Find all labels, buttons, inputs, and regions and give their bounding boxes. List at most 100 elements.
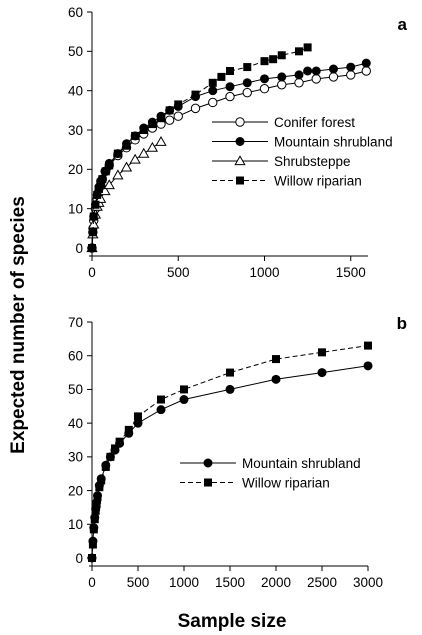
data-point bbox=[146, 141, 159, 152]
data-point bbox=[363, 361, 373, 371]
legend-marker bbox=[235, 137, 245, 146]
y-tick-label: 60 bbox=[68, 5, 83, 20]
data-point bbox=[148, 120, 157, 129]
data-point bbox=[115, 437, 124, 446]
panel-a: 0 10 20 30 40 50 60 0 500 1000 1500 a Conifer forest… bbox=[68, 5, 408, 280]
data-point bbox=[277, 72, 287, 82]
data-point bbox=[88, 540, 97, 549]
data-point bbox=[120, 161, 133, 172]
legend-marker bbox=[236, 176, 244, 185]
data-point bbox=[225, 384, 235, 394]
series-line bbox=[91, 345, 369, 559]
legend-label: Mountain shrubland bbox=[242, 456, 361, 471]
data-point bbox=[131, 131, 140, 140]
data-point bbox=[95, 483, 104, 492]
data-point bbox=[93, 190, 102, 199]
y-tick-label: 50 bbox=[68, 44, 83, 59]
y-tick-label: 40 bbox=[68, 416, 83, 431]
legend-label: Willow riparian bbox=[274, 174, 362, 189]
data-point bbox=[174, 100, 183, 109]
data-point bbox=[259, 84, 270, 94]
data-point bbox=[113, 149, 122, 158]
data-point bbox=[361, 58, 371, 68]
data-point bbox=[225, 82, 235, 92]
data-point bbox=[90, 515, 99, 524]
data-point bbox=[208, 78, 217, 87]
data-point bbox=[277, 51, 286, 60]
data-point bbox=[112, 169, 124, 180]
data-point bbox=[91, 506, 100, 515]
y-tick-label: 10 bbox=[68, 201, 83, 216]
legend-marker bbox=[235, 117, 245, 127]
data-point bbox=[311, 74, 321, 84]
x-tick-label: 1500 bbox=[215, 575, 245, 590]
data-point bbox=[98, 175, 107, 184]
data-point bbox=[295, 47, 303, 56]
data-point bbox=[138, 147, 150, 158]
data-point bbox=[311, 66, 321, 76]
data-point bbox=[260, 57, 269, 66]
x-tick-label: 0 bbox=[88, 265, 96, 280]
data-point bbox=[89, 212, 98, 221]
data-point bbox=[101, 462, 110, 471]
data-point bbox=[93, 493, 102, 502]
legend-marker bbox=[234, 155, 246, 166]
data-point bbox=[88, 244, 96, 252]
x-tick-label: 1000 bbox=[249, 265, 279, 280]
legend-marker bbox=[204, 478, 212, 487]
data-point bbox=[294, 78, 304, 88]
data-point bbox=[260, 74, 269, 84]
data-point bbox=[105, 161, 114, 170]
y-tick-label: 50 bbox=[68, 382, 83, 397]
x-tick-label: 1500 bbox=[336, 265, 366, 280]
data-point bbox=[269, 55, 278, 64]
data-point bbox=[122, 141, 131, 150]
y-axis-label: Expected number of species bbox=[8, 196, 29, 454]
data-point bbox=[226, 67, 234, 75]
data-point bbox=[89, 525, 98, 534]
data-point bbox=[134, 412, 142, 421]
data-point bbox=[180, 385, 188, 394]
data-point bbox=[208, 97, 218, 108]
series-willow-riparian bbox=[88, 341, 372, 562]
data-point bbox=[225, 91, 235, 102]
data-point bbox=[133, 418, 143, 428]
data-point bbox=[94, 185, 103, 193]
data-point bbox=[190, 103, 201, 114]
data-point bbox=[103, 179, 115, 190]
data-point bbox=[208, 86, 218, 96]
data-point bbox=[91, 200, 100, 209]
data-point bbox=[101, 167, 110, 176]
y-tick-label: 10 bbox=[68, 517, 83, 532]
data-point bbox=[111, 444, 119, 453]
data-point bbox=[346, 70, 356, 80]
data-point bbox=[92, 500, 101, 509]
panel-letter: a bbox=[398, 15, 408, 34]
panel-letter: b bbox=[397, 314, 407, 333]
x-tick-label: 3000 bbox=[353, 575, 383, 590]
data-point bbox=[97, 476, 106, 485]
data-point bbox=[106, 452, 115, 461]
x-axis-label: Sample size bbox=[178, 611, 287, 632]
legend-label: Mountain shrubland bbox=[274, 135, 393, 150]
y-tick-label: 30 bbox=[68, 123, 83, 138]
x-tick-label: 500 bbox=[127, 575, 150, 590]
data-point bbox=[361, 66, 371, 76]
data-point bbox=[129, 153, 141, 164]
data-point bbox=[318, 348, 326, 357]
x-tick-label: 1000 bbox=[169, 575, 199, 590]
data-point bbox=[226, 368, 234, 377]
data-point bbox=[173, 111, 183, 121]
legend: Mountain shrubland Willow riparian bbox=[180, 456, 361, 491]
y-tick-label: 0 bbox=[75, 551, 83, 566]
data-point bbox=[272, 355, 280, 364]
legend-marker bbox=[203, 458, 213, 468]
y-tick-label: 0 bbox=[75, 241, 83, 256]
data-point bbox=[217, 72, 226, 81]
data-point bbox=[165, 106, 174, 115]
x-tick-label: 2500 bbox=[307, 575, 337, 590]
series-willow-riparian bbox=[88, 43, 312, 252]
panel-b: 0 10 20 30 40 50 60 70 0 500 1000 1500 2000 2500 3000 b… bbox=[68, 314, 407, 590]
y-tick-label: 20 bbox=[68, 483, 83, 498]
data-point bbox=[317, 368, 327, 378]
